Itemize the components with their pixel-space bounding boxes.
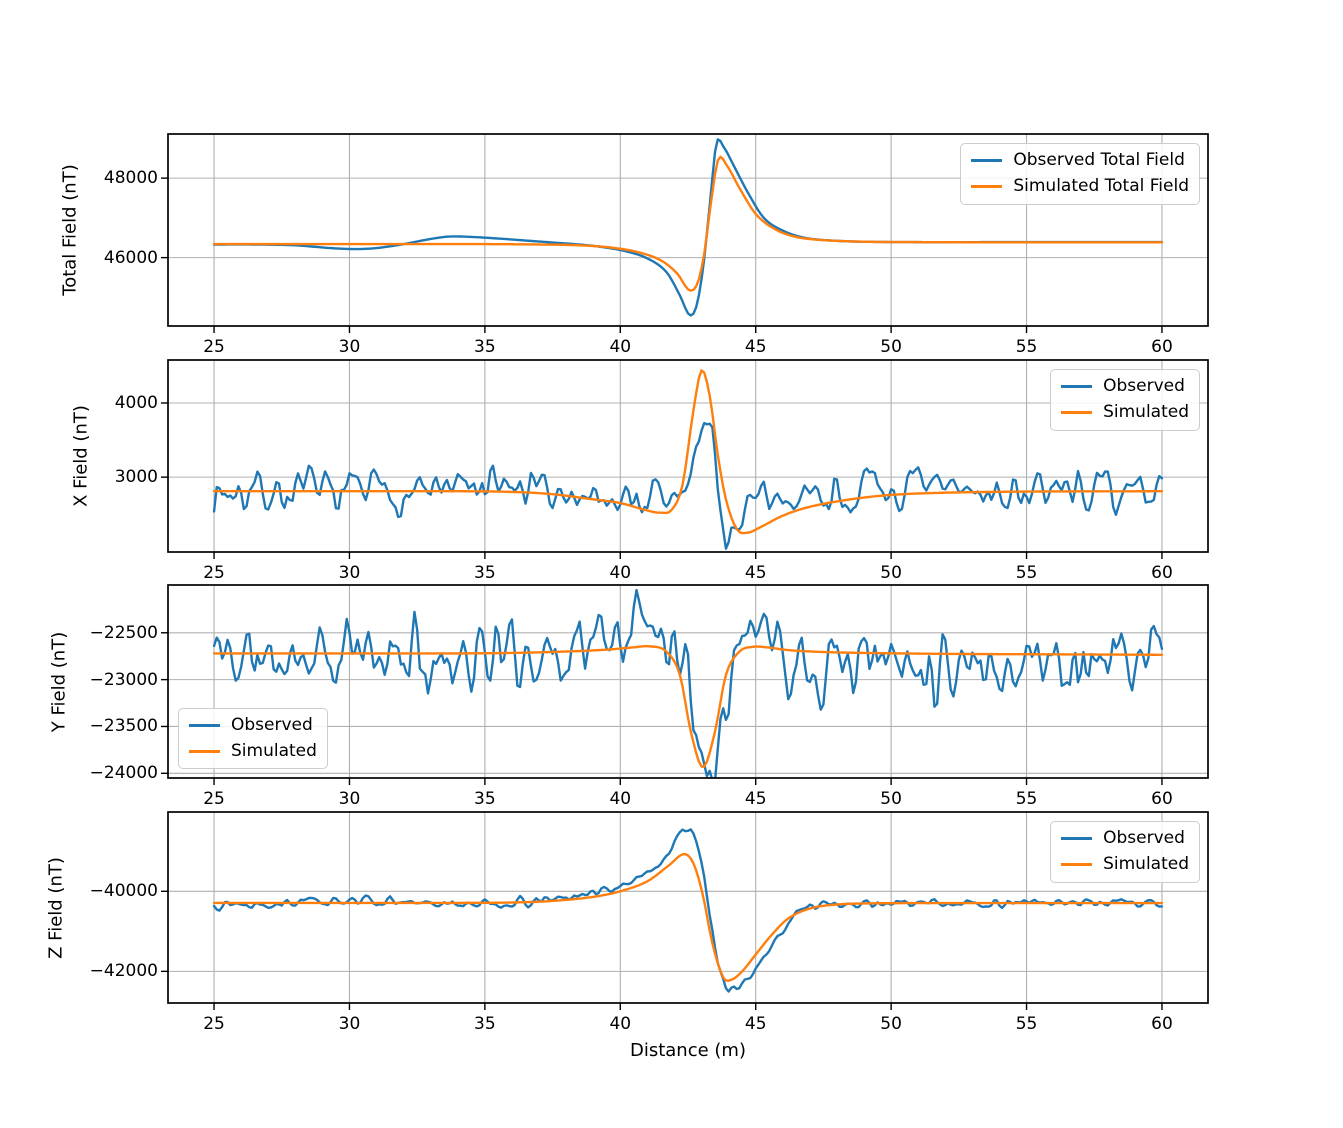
- x-tick-label: 60: [1151, 563, 1173, 583]
- axis-ticks: [161, 890, 1163, 1010]
- legend-entry: Simulated: [1061, 402, 1189, 423]
- line-observed: [212, 588, 1164, 778]
- axis-ticks: [161, 177, 1163, 333]
- x-tick-label: 50: [880, 337, 902, 357]
- legend-label: Simulated: [1103, 402, 1189, 423]
- legend-entry: Observed: [1061, 376, 1189, 397]
- line-simulated: [212, 852, 1164, 982]
- x-tick-label: 25: [203, 1014, 225, 1034]
- chart-canvas-z-field: [161, 811, 1209, 1010]
- legend-line-sample: [189, 749, 220, 753]
- x-tick-label: 60: [1151, 789, 1173, 809]
- legend: Observed Simulated: [1050, 821, 1200, 883]
- y-axis-label: Y Field (nT): [48, 631, 70, 732]
- x-tick-label: 30: [338, 1014, 361, 1034]
- x-tick-label: 45: [744, 1014, 767, 1034]
- x-tick-label: 30: [338, 563, 361, 583]
- legend-entry: Observed Total Field: [971, 150, 1189, 171]
- x-tick-label: 35: [474, 563, 496, 583]
- legend-entry: Observed: [189, 715, 317, 736]
- legend-entry: Simulated: [189, 741, 317, 762]
- x-tick-label: 45: [744, 563, 767, 583]
- series-lines: [212, 369, 1164, 550]
- x-tick-label: 60: [1151, 1014, 1173, 1034]
- x-tick-label: 40: [609, 1014, 632, 1034]
- y-tick-label: 46000: [103, 247, 158, 268]
- legend: Observed Simulated: [1050, 369, 1200, 431]
- legend-label: Observed Total Field: [1013, 150, 1185, 170]
- chart-canvas-y-field: [161, 584, 1209, 785]
- x-tick-label: 55: [1015, 789, 1038, 809]
- legend-line-sample: [189, 723, 220, 727]
- legend-entry: Simulated Total Field: [971, 176, 1189, 197]
- legend-entry: Simulated: [1061, 854, 1189, 875]
- legend-line-sample: [1061, 837, 1093, 841]
- legend-line-sample: [971, 185, 1003, 189]
- axis-ticks: [161, 402, 1163, 559]
- x-tick-label: 50: [880, 563, 902, 583]
- x-tick-label: 55: [1015, 337, 1038, 357]
- x-tick-label: 30: [338, 337, 361, 357]
- line-observed: [212, 421, 1164, 550]
- chart-canvas-x-field: [161, 359, 1209, 559]
- x-tick-label: 35: [474, 337, 496, 357]
- y-tick-label: −42000: [89, 961, 158, 982]
- x-tick-label: 25: [203, 563, 225, 583]
- y-axis-label: Total Field (nT): [59, 164, 81, 296]
- legend-line-sample: [971, 159, 1003, 163]
- y-axis-label: Z Field (nT): [45, 856, 67, 959]
- legend: Observed Total Field Simulated Total Fiel…: [960, 143, 1200, 205]
- legend-label: Simulated: [231, 740, 317, 761]
- x-tick-label: 25: [203, 789, 225, 809]
- x-tick-label: 55: [1015, 1014, 1038, 1034]
- x-tick-label: 35: [474, 1014, 496, 1034]
- legend-label: Simulated: [1103, 854, 1189, 875]
- x-axis-label: Distance (m): [629, 1040, 746, 1061]
- legend-label: Observed: [231, 714, 313, 735]
- x-tick-label: 40: [609, 789, 632, 809]
- y-tick-label: 4000: [114, 392, 158, 413]
- y-axis-label: X Field (nT): [70, 405, 92, 507]
- x-tick-label: 50: [880, 789, 902, 809]
- legend-line-sample: [1061, 863, 1093, 867]
- y-tick-label: 3000: [114, 467, 158, 488]
- y-tick-label: −23500: [89, 716, 158, 737]
- legend-entry: Observed: [1061, 828, 1189, 849]
- legend-label: Observed: [1103, 828, 1185, 848]
- series-lines: [212, 588, 1164, 778]
- x-tick-label: 45: [744, 337, 767, 357]
- y-tick-label: −24000: [89, 763, 158, 784]
- legend-label: Simulated Total Field: [1013, 176, 1189, 197]
- x-tick-label: 40: [609, 563, 632, 583]
- x-tick-label: 25: [203, 337, 225, 357]
- line-simulated: [212, 644, 1164, 768]
- line-observed: [212, 828, 1164, 993]
- legend-line-sample: [1061, 385, 1093, 389]
- x-tick-label: 55: [1015, 563, 1038, 583]
- y-tick-label: −40000: [89, 881, 158, 902]
- legend-label: Observed: [1103, 376, 1185, 396]
- x-tick-label: 45: [744, 789, 767, 809]
- legend: Observed Simulated: [178, 707, 328, 769]
- x-tick-label: 35: [474, 789, 496, 809]
- line-simulated: [212, 369, 1164, 535]
- x-tick-label: 40: [609, 337, 632, 357]
- x-tick-label: 30: [338, 789, 361, 809]
- series-lines: [212, 138, 1164, 317]
- axis-ticks: [161, 632, 1163, 785]
- x-tick-label: 60: [1151, 337, 1173, 357]
- y-tick-label: −22500: [89, 622, 158, 643]
- x-tick-label: 50: [880, 1014, 902, 1034]
- y-tick-label: −23000: [89, 669, 158, 690]
- line-simulated-total-field: [212, 155, 1164, 292]
- y-tick-label: 48000: [103, 168, 158, 189]
- series-lines: [212, 828, 1164, 993]
- legend-line-sample: [1061, 411, 1093, 415]
